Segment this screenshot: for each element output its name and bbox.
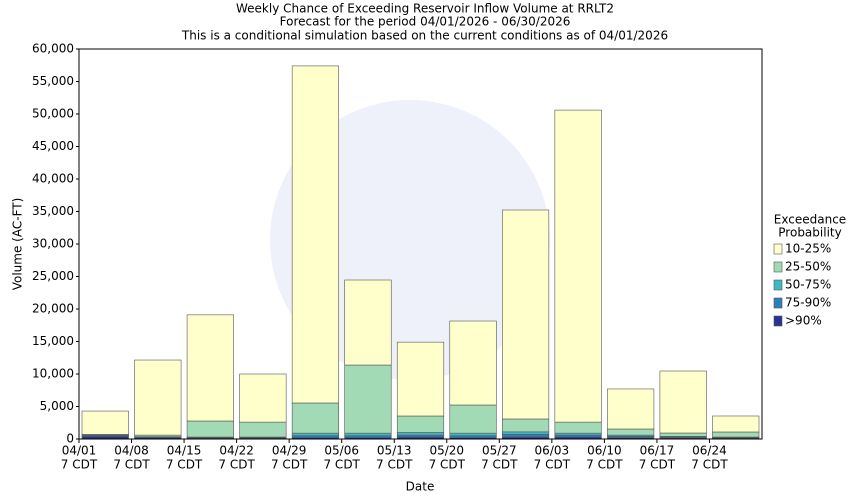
bar-segment bbox=[502, 434, 550, 438]
bar-segment bbox=[712, 415, 760, 433]
bar-segment bbox=[239, 421, 287, 438]
plot-frame bbox=[78, 48, 763, 440]
bar-segment bbox=[396, 432, 445, 436]
x-tick-time: 7 CDT bbox=[691, 458, 728, 472]
x-tick-time: 7 CDT bbox=[218, 458, 255, 472]
x-tick-time: 7 CDT bbox=[271, 458, 308, 472]
y-tick-label: 0 bbox=[66, 432, 74, 446]
bar-segment bbox=[659, 432, 707, 437]
legend-swatch bbox=[773, 261, 783, 273]
x-tick-label: 04/15 bbox=[167, 444, 202, 458]
y-tick-label: 30,000 bbox=[32, 237, 74, 251]
bar-segment bbox=[502, 209, 550, 420]
y-tick-label: 5,000 bbox=[40, 399, 74, 413]
bar-segment bbox=[81, 410, 129, 435]
bar-segment bbox=[344, 432, 392, 437]
x-tick-label: 05/20 bbox=[429, 444, 464, 458]
y-tick-label: 40,000 bbox=[32, 172, 74, 186]
legend-label: 10-25% bbox=[785, 242, 831, 256]
x-tick-time: 7 CDT bbox=[376, 458, 413, 472]
y-axis-label: Volume (AC-FT) bbox=[11, 198, 25, 291]
legend-swatch bbox=[773, 315, 783, 327]
legend-label: 75-90% bbox=[785, 296, 831, 310]
x-tick-label: 06/10 bbox=[587, 444, 622, 458]
legend-swatch bbox=[773, 297, 783, 309]
y-tick-label: 35,000 bbox=[32, 204, 74, 218]
y-tick-label: 20,000 bbox=[32, 302, 74, 316]
x-tick-label: 05/27 bbox=[482, 444, 517, 458]
x-tick-label: 05/13 bbox=[377, 444, 412, 458]
legend-label: 50-75% bbox=[785, 278, 831, 292]
bar-segment bbox=[186, 314, 234, 422]
y-tick-label: 60,000 bbox=[32, 42, 74, 56]
bar-segment bbox=[291, 432, 339, 437]
y-tick-label: 25,000 bbox=[32, 269, 74, 283]
chart-subtitle: Forecast for the period 04/01/2026 - 06/… bbox=[280, 15, 571, 29]
legend-label: >90% bbox=[785, 314, 822, 328]
x-tick-time: 7 CDT bbox=[639, 458, 676, 472]
bar-segment bbox=[607, 428, 655, 436]
x-tick-time: 7 CDT bbox=[586, 458, 623, 472]
bar-segment bbox=[344, 279, 392, 366]
bar-segment bbox=[502, 431, 550, 435]
bar-segment bbox=[291, 402, 339, 434]
bar-segment bbox=[449, 320, 497, 406]
x-tick-time: 7 CDT bbox=[323, 458, 360, 472]
x-tick-time: 7 CDT bbox=[481, 458, 518, 472]
legend-swatch bbox=[773, 279, 783, 291]
y-tick-label: 45,000 bbox=[32, 139, 74, 153]
y-tick-label: 55,000 bbox=[32, 74, 74, 88]
bar-segment bbox=[396, 341, 445, 417]
x-tick-time: 7 CDT bbox=[61, 458, 98, 472]
bar-segment bbox=[449, 432, 497, 437]
x-tick-time: 7 CDT bbox=[429, 458, 466, 472]
bar-segment bbox=[554, 109, 602, 423]
bar-segment bbox=[239, 373, 287, 423]
bar-segment bbox=[449, 404, 497, 434]
y-tick-label: 10,000 bbox=[32, 367, 74, 381]
bar-segment bbox=[659, 370, 707, 434]
legend-title: Probability bbox=[778, 226, 841, 240]
x-tick-label: 04/08 bbox=[114, 444, 149, 458]
y-tick-label: 50,000 bbox=[32, 107, 74, 121]
x-tick-time: 7 CDT bbox=[166, 458, 203, 472]
x-axis-label: Date bbox=[406, 480, 435, 494]
x-tick-time: 7 CDT bbox=[534, 458, 571, 472]
bar-segment bbox=[607, 388, 655, 430]
bar-segment bbox=[344, 364, 392, 434]
bar-segment bbox=[186, 420, 234, 438]
legend-title: Exceedance bbox=[774, 213, 846, 227]
legend-swatch bbox=[773, 243, 783, 255]
bar-segment bbox=[712, 431, 760, 438]
x-tick-label: 05/06 bbox=[324, 444, 359, 458]
bar-segment bbox=[134, 359, 182, 436]
x-tick-label: 04/22 bbox=[219, 444, 254, 458]
x-tick-label: 04/29 bbox=[272, 444, 307, 458]
chart-title: Weekly Chance of Exceeding Reservoir Inf… bbox=[236, 2, 614, 16]
y-tick-label: 15,000 bbox=[32, 334, 74, 348]
bar-segment bbox=[396, 415, 445, 433]
bar-segment bbox=[291, 65, 339, 404]
x-tick-label: 06/24 bbox=[692, 444, 727, 458]
x-tick-time: 7 CDT bbox=[113, 458, 150, 472]
chart-note: This is a conditional simulation based o… bbox=[181, 29, 668, 43]
x-tick-label: 04/01 bbox=[62, 444, 97, 458]
legend-label: 25-50% bbox=[785, 260, 831, 274]
x-tick-label: 06/17 bbox=[640, 444, 675, 458]
bar-segment bbox=[554, 421, 602, 434]
watermark bbox=[270, 100, 550, 380]
x-tick-label: 06/03 bbox=[535, 444, 570, 458]
bar-segment bbox=[502, 418, 550, 433]
